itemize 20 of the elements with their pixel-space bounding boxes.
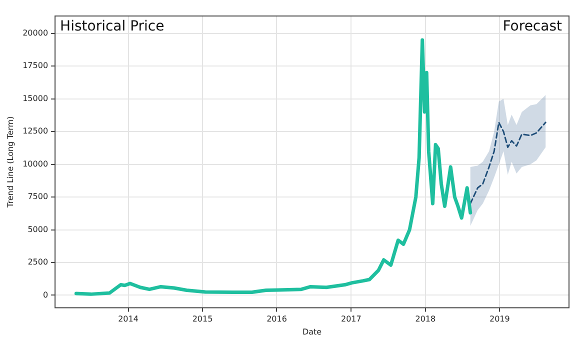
x-tick-label: 2016 — [266, 314, 287, 324]
x-tick-label: 2014 — [118, 314, 138, 324]
annotation: Forecast — [502, 18, 562, 35]
y-axis-title: Trend Line (Long Term) — [6, 116, 15, 208]
y-tick-label: 5000 — [28, 224, 48, 234]
x-tick-label: 2017 — [340, 314, 362, 324]
line-series — [470, 122, 546, 204]
y-tick-label: 12500 — [22, 126, 48, 136]
x-tick-label: 2019 — [489, 314, 510, 324]
y-tick-label: 17500 — [22, 61, 48, 70]
y-tick-label: 15000 — [22, 94, 48, 103]
y-tick-label: 0 — [42, 290, 48, 300]
y-tick-label: 20000 — [22, 28, 48, 38]
x-tick-label: 2018 — [415, 314, 436, 324]
x-axis-title: Date — [302, 327, 322, 336]
y-tick-label: 10000 — [22, 159, 48, 168]
x-tick-label: 2015 — [192, 314, 213, 324]
annotation: Historical Price — [60, 18, 164, 35]
y-tick-label: 7500 — [28, 192, 48, 202]
y-tick-label: 2500 — [28, 258, 48, 267]
